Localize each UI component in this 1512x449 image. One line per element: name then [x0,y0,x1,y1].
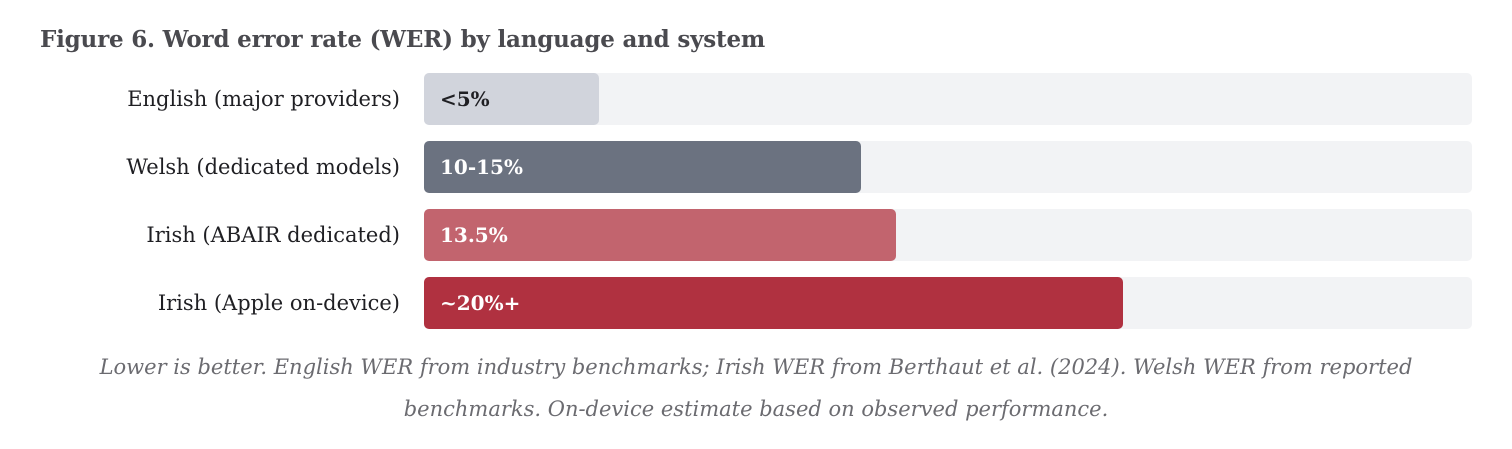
bar-track: <5% [424,73,1472,125]
bar-row: Irish (Apple on-device) ~20%+ [0,277,1512,329]
bar-row: English (major providers) <5% [0,73,1512,125]
bar: 13.5% [424,209,896,261]
figure-title: Figure 6. Word error rate (WER) by langu… [40,26,766,53]
category-label: Welsh (dedicated models) [126,155,400,179]
category-label: Irish (Apple on-device) [157,291,400,315]
bar-value-label: 13.5% [440,223,508,247]
bar-track: ~20%+ [424,277,1472,329]
bar-row: Welsh (dedicated models) 10-15% [0,141,1512,193]
bar: <5% [424,73,599,125]
bar-value-label: <5% [440,87,490,111]
bar: ~20%+ [424,277,1123,329]
bar: 10-15% [424,141,861,193]
bar-track: 13.5% [424,209,1472,261]
category-label: Irish (ABAIR dedicated) [146,223,400,247]
figure-caption: Lower is better. English WER from indust… [99,355,1413,421]
bar-track: 10-15% [424,141,1472,193]
bar-row: Irish (ABAIR dedicated) 13.5% [0,209,1512,261]
category-label: English (major providers) [127,87,400,111]
bar-value-label: ~20%+ [440,291,521,315]
bar-value-label: 10-15% [440,155,523,179]
